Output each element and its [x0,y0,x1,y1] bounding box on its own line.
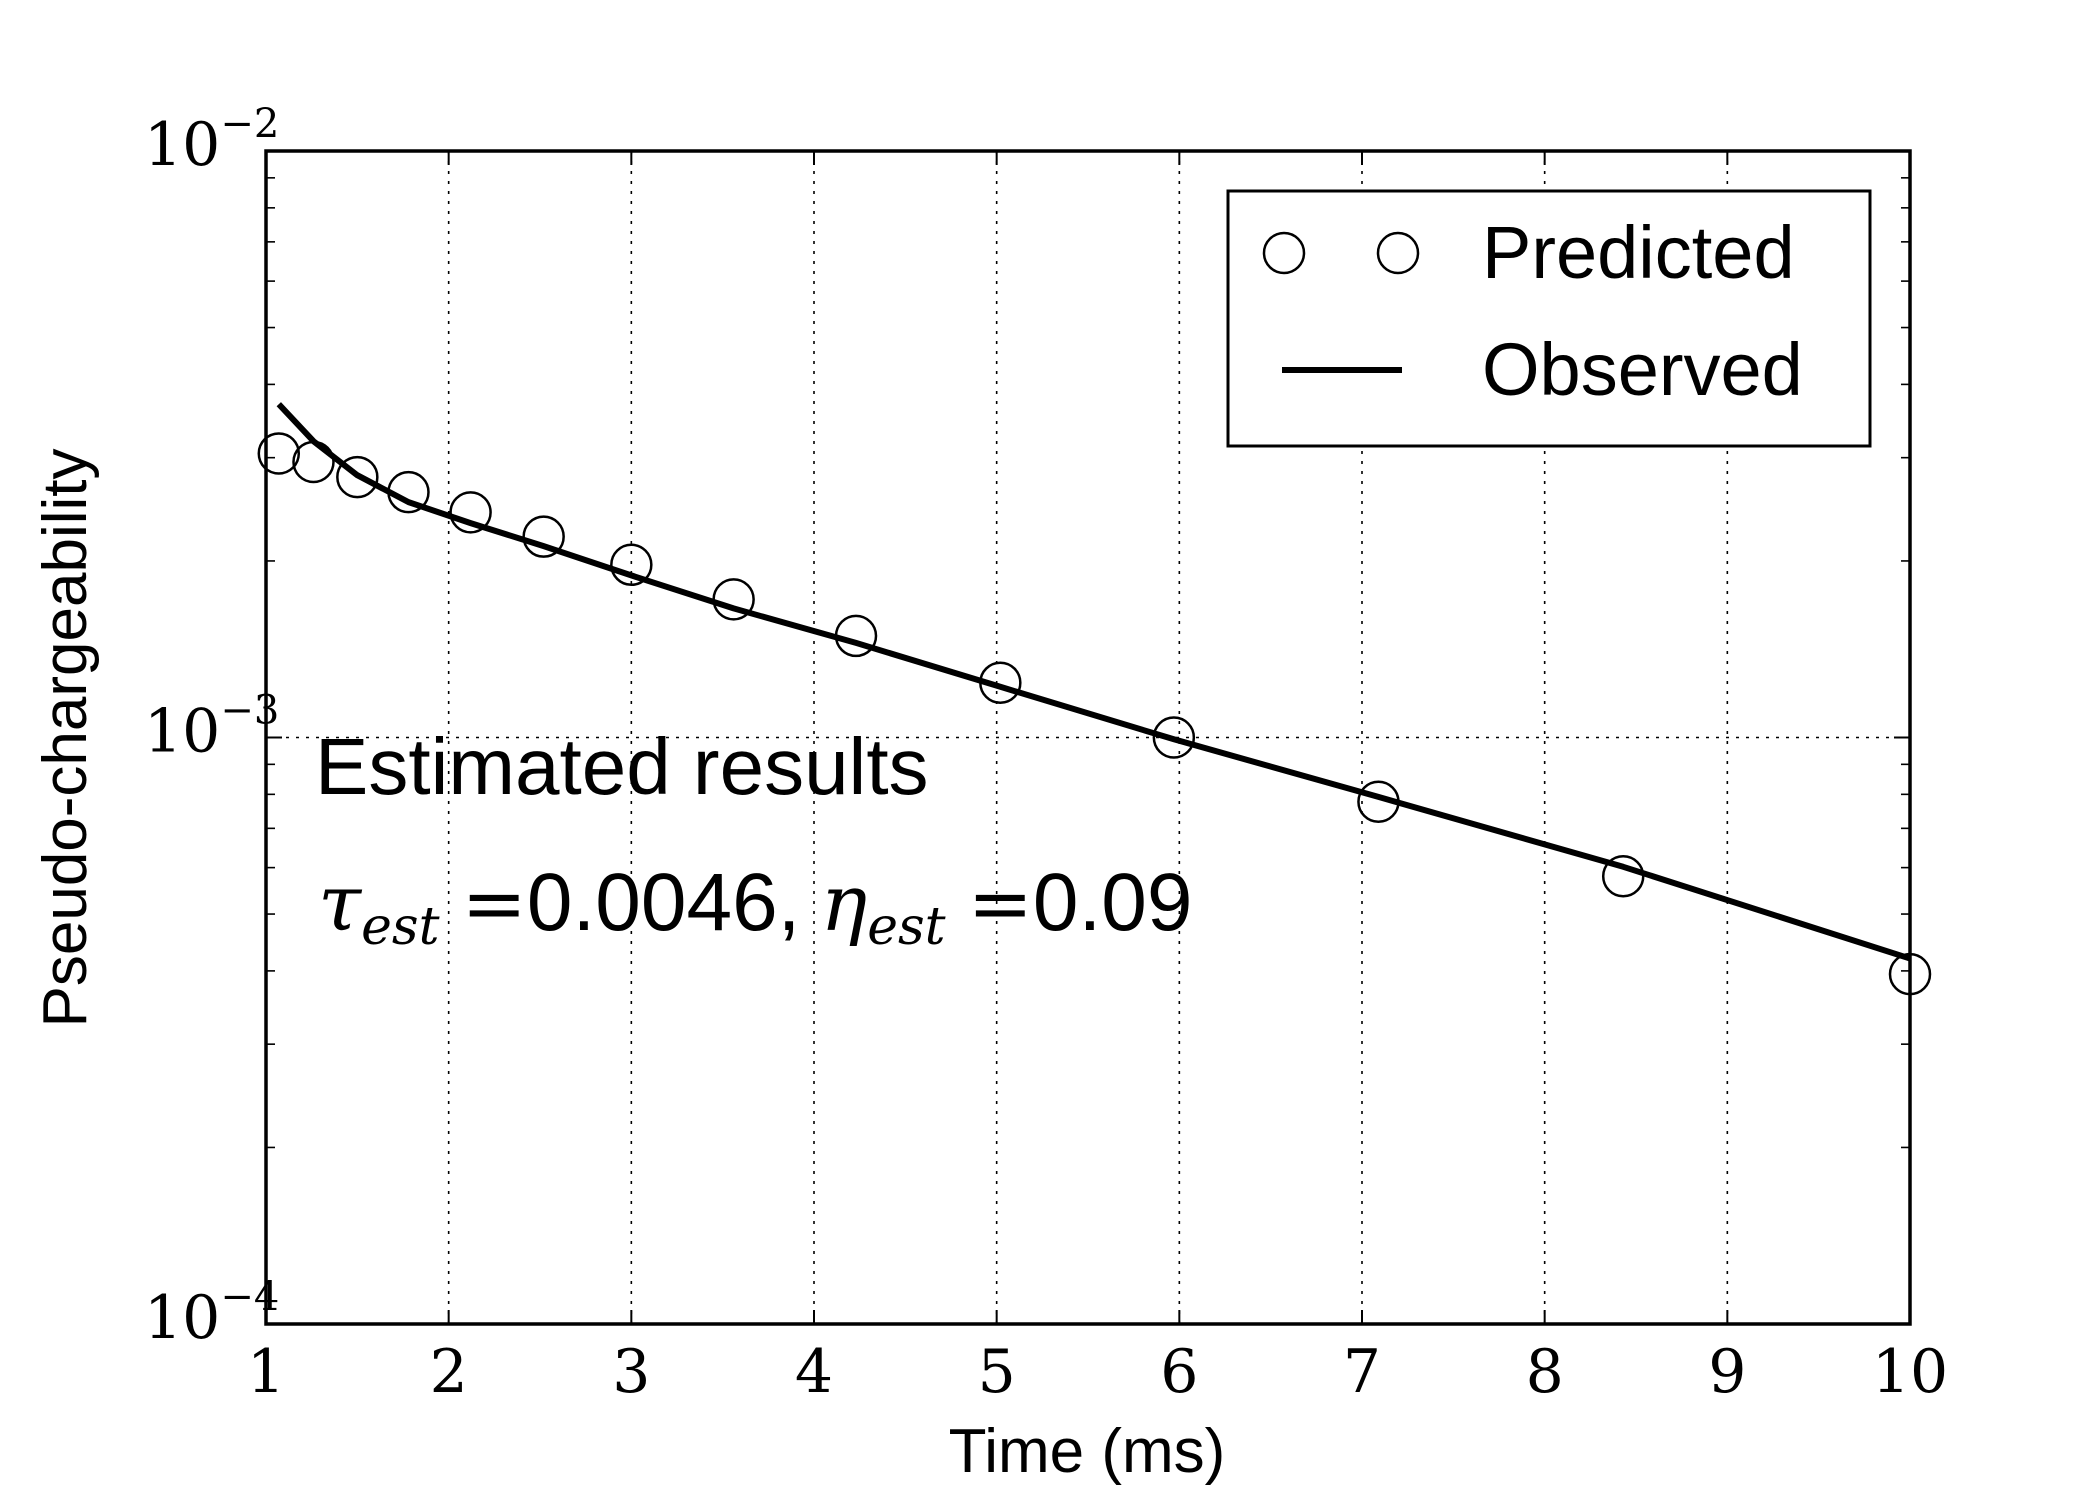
predicted-point [1357,780,1400,824]
eta-value: 0.09 [1033,857,1193,948]
x-axis: 1 2 3 4 5 6 7 8 9 10 [247,151,1948,1407]
x-tick-label: 3 [612,1337,650,1407]
predicted-point [610,543,653,587]
series-predicted [257,432,1932,996]
predicted-point [834,614,878,658]
legend-box [1226,189,1872,448]
predicted-point [1152,716,1196,759]
y-axis: 10−410−310−2 [144,101,1910,1353]
series-observed [276,402,1911,962]
x-axis-title: Time (ms) [949,1417,1226,1486]
x-tick-label: 7 [1343,1337,1381,1407]
legend-observed-label: Observed [1482,328,1803,411]
predicted-point [979,661,1022,704]
x-tick-label: 2 [430,1337,468,1407]
y-tick-label: 10−4 [144,1274,279,1353]
predicted-point [387,470,430,514]
y-tick-exponent: −3 [220,688,279,734]
predicted-point [712,578,755,621]
predicted-point [1601,854,1645,898]
predicted-point [257,432,301,475]
legend-predicted-label: Predicted [1482,211,1795,294]
observed-line [276,402,1911,962]
x-tick-label: 5 [978,1337,1016,1407]
legend-predicted-marker [1376,231,1420,275]
tau-subscript: est [361,897,439,957]
grid [266,151,1910,1324]
annotation-params: τest =0.0046, ηest =0.09 [318,857,1193,957]
tau-equals: = [462,859,527,949]
legend: Predicted Observed [1226,189,1872,448]
tau-value: 0.0046, [527,857,801,948]
y-tick-label: 10−2 [144,101,279,180]
x-tick-label: 4 [795,1337,833,1407]
eta-subscript: est [867,897,945,957]
predicted-point [449,491,492,534]
x-tick-label: 8 [1526,1337,1564,1407]
x-tick-label: 6 [1160,1337,1198,1407]
y-axis-title: Pseudo-chargeability [31,448,100,1027]
annotation-title: Estimated results [315,722,929,811]
legend-predicted-marker [1262,231,1306,275]
y-tick-base: 10 [144,110,220,180]
y-tick-base: 10 [144,697,220,767]
eta-equals: = [968,859,1033,949]
y-tick-base: 10 [144,1283,220,1353]
predicted-point [292,440,335,484]
predicted-point [336,455,379,499]
y-tick-label: 10−3 [144,688,279,767]
eta-symbol: η [820,859,867,949]
tau-symbol: τ [318,859,363,949]
x-tick-label: 1 [247,1337,285,1407]
y-tick-exponent: −4 [220,1274,279,1320]
x-tick-label: 10 [1872,1337,1948,1407]
x-tick-label: 9 [1708,1337,1746,1407]
annotation: Estimated results τest =0.0046, ηest =0.09 [315,722,1193,957]
predicted-point [522,515,565,558]
y-tick-exponent: −2 [220,101,279,147]
